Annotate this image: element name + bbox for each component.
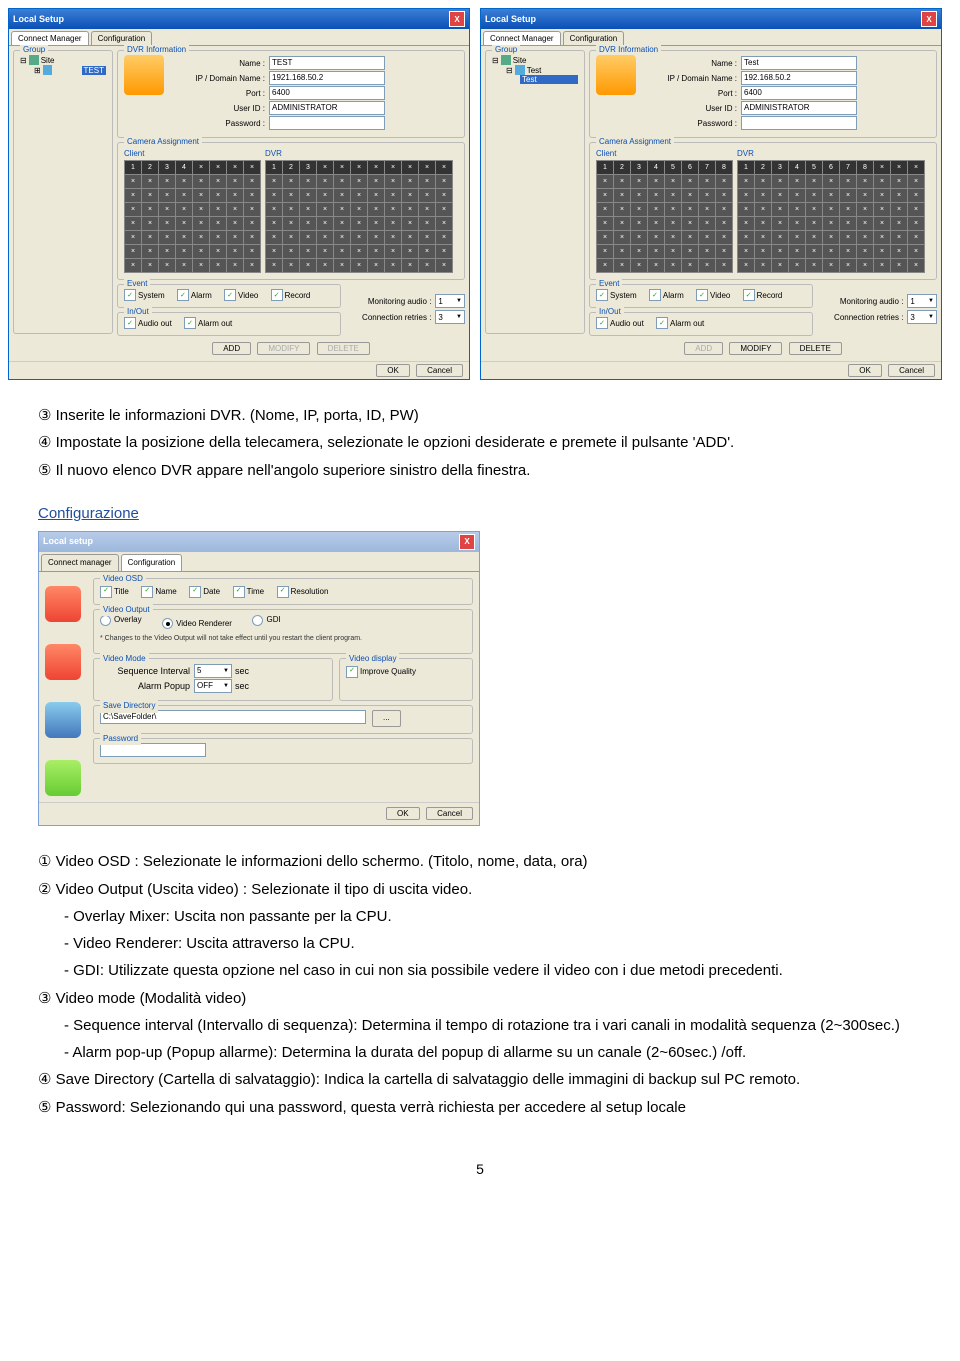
doc-line: ⑤ Password: Selezionando qui una passwor… (38, 1096, 922, 1119)
local-setup-window-1: Local Setup X Connect Manager Configurat… (8, 8, 470, 380)
name-field[interactable]: TEST (269, 56, 385, 70)
tab-configuration[interactable]: Configuration (91, 31, 153, 45)
tree-site[interactable]: Site (41, 56, 55, 65)
dvr-grid[interactable]: 123×××××××××××××××××××××××××××××××××××××… (265, 160, 453, 273)
doc-line: ③ Inserite le informazioni DVR. (Nome, I… (38, 404, 922, 427)
dvr-grid[interactable]: 12345678××××××××××××××××××××××××××××××××… (737, 160, 925, 273)
port-field[interactable]: 6400 (269, 86, 385, 100)
inout-label: In/Out (124, 307, 152, 316)
event-label: Event (124, 279, 150, 288)
output-icon (45, 644, 81, 680)
doc-line: - Sequence interval (Intervallo di seque… (38, 1014, 922, 1037)
doc-line: - Overlay Mixer: Uscita non passante per… (38, 905, 922, 928)
modify-button[interactable]: MODIFY (257, 342, 310, 355)
mode-icon (45, 702, 81, 738)
doc-line: - Video Renderer: Uscita attraverso la C… (38, 932, 922, 955)
dvr-icon (124, 55, 164, 95)
userid-field[interactable]: ADMINISTRATOR (269, 101, 385, 115)
doc-line: ① Video OSD : Selezionate le informazion… (38, 850, 922, 873)
close-icon[interactable]: X (459, 534, 475, 550)
doc-line: ③ Video mode (Modalità video) (38, 987, 922, 1010)
group-panel: Group ⊟Site ⊞TEST (9, 46, 117, 361)
dvr-info-label: DVR Information (124, 45, 189, 54)
delete-button[interactable]: DELETE (789, 342, 842, 355)
configuration-window: Local setupX Connect manager Configurati… (38, 531, 480, 826)
window-title: Local Setup (13, 14, 64, 24)
dvr-icon (596, 55, 636, 95)
section-heading: Configurazione (38, 502, 922, 525)
tree-test[interactable]: TEST (82, 66, 106, 75)
delete-button[interactable]: DELETE (317, 342, 370, 355)
tab-configuration[interactable]: Configuration (563, 31, 625, 45)
tab-connect-manager[interactable]: Connect Manager (483, 31, 561, 45)
doc-line: - GDI: Utilizzate questa opzione nel cas… (38, 959, 922, 982)
doc-line: ④ Save Directory (Cartella di salvataggi… (38, 1068, 922, 1091)
osd-icon (45, 586, 81, 622)
local-setup-window-2: Local SetupX Connect Manager Configurati… (480, 8, 942, 380)
doc-line: - Alarm pop-up (Popup allarme): Determin… (38, 1041, 922, 1064)
doc-line: ④ Impostate la posizione della telecamer… (38, 431, 922, 454)
titlebar: Local Setup X (9, 9, 469, 29)
modify-button[interactable]: MODIFY (729, 342, 782, 355)
doc-line: ② Video Output (Uscita video) : Selezion… (38, 878, 922, 901)
connection-retries-select[interactable]: 3▼ (435, 310, 465, 324)
save-icon (45, 760, 81, 796)
group-label: Group (20, 45, 48, 54)
add-button[interactable]: ADD (684, 342, 723, 355)
add-button[interactable]: ADD (212, 342, 251, 355)
password-field[interactable] (269, 116, 385, 130)
ip-field[interactable]: 1921.168.50.2 (269, 71, 385, 85)
browse-button[interactable]: ... (372, 710, 401, 726)
close-icon[interactable]: X (921, 11, 937, 27)
tab-connect-manager[interactable]: Connect Manager (11, 31, 89, 45)
close-icon[interactable]: X (449, 11, 465, 27)
client-grid[interactable]: 1234××××××××××××××××××××××××××××××××××××… (124, 160, 261, 273)
camera-assignment-label: Camera Assignment (124, 137, 202, 146)
ok-button[interactable]: OK (376, 364, 410, 377)
doc-line: ⑤ Il nuovo elenco DVR appare nell'angolo… (38, 459, 922, 482)
client-grid[interactable]: 12345678××××××××××××××××××××××××××××××××… (596, 160, 733, 273)
monitoring-audio-select[interactable]: 1▼ (435, 294, 465, 308)
page-number: 5 (38, 1159, 922, 1181)
cancel-button[interactable]: Cancel (416, 364, 463, 377)
